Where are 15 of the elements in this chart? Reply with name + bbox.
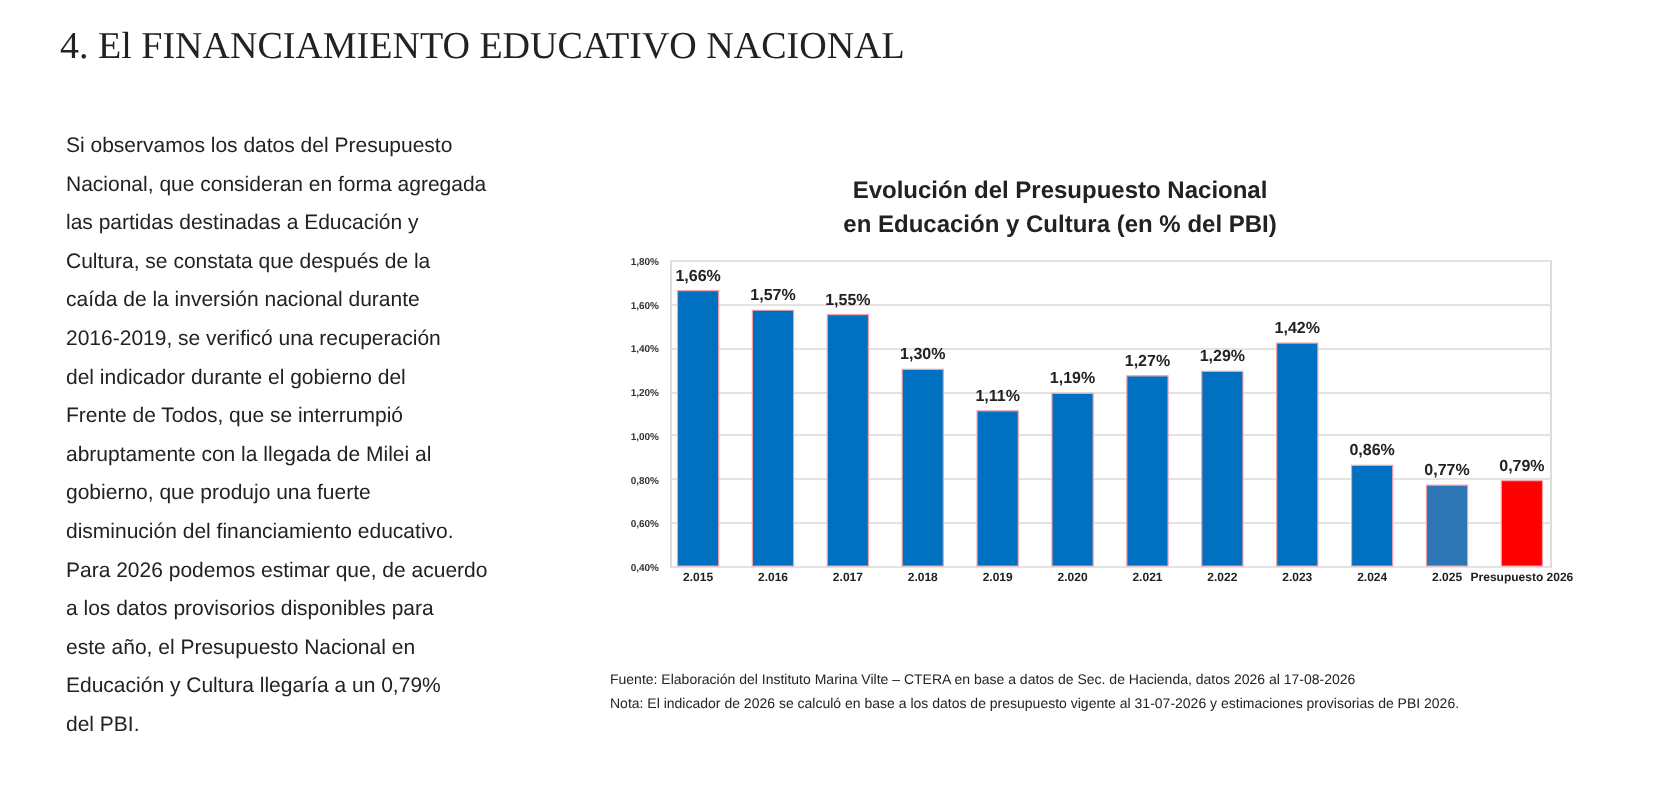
chart-title: Evolución del Presupuesto Nacional en Educación y Cultura (en % del PBI) (843, 176, 1277, 238)
data-label: 1,27% (1124, 351, 1171, 370)
text: Si observamos los datos del Presupuesto Nacional, que consideran en forma agregada las partidas destinadas a Educación y Cultura, se constata que después de la caída de la inversión nacional durante 2016-2019, se verificó una recuperación del indicador durante el gobierno del Frente de Todos, que se interrumpió abruptamente con la llegada de Milei al gobierno, que produjo una fuerte disminución del financiamiento educativo. Para 2026 podemos estimar que, de acuerdo a los datos provisorios disponibles para este año, el Presupuesto Nacional en Educación y Cultura llegaría a un 0,79% del PBI. (66, 134, 488, 737)
data-label: 1,29% (1199, 347, 1246, 366)
data-label: 1,42% (1274, 319, 1320, 338)
data-label: 1,19% (1049, 369, 1096, 388)
data-label: 1,57% (750, 286, 796, 305)
data-label: 0,79% (1499, 456, 1545, 475)
data-label: 1,66% (675, 266, 721, 285)
data-label: 1,30% (900, 345, 946, 364)
data-label: 0,77% (1424, 461, 1470, 480)
data-label: 1,11% (975, 386, 1020, 405)
text: 4. El FINANCIAMIENTO EDUCATIVO NACIONAL (60, 26, 905, 68)
data-label: 1,55% (825, 290, 871, 309)
data-label: 0,86% (1349, 441, 1395, 460)
